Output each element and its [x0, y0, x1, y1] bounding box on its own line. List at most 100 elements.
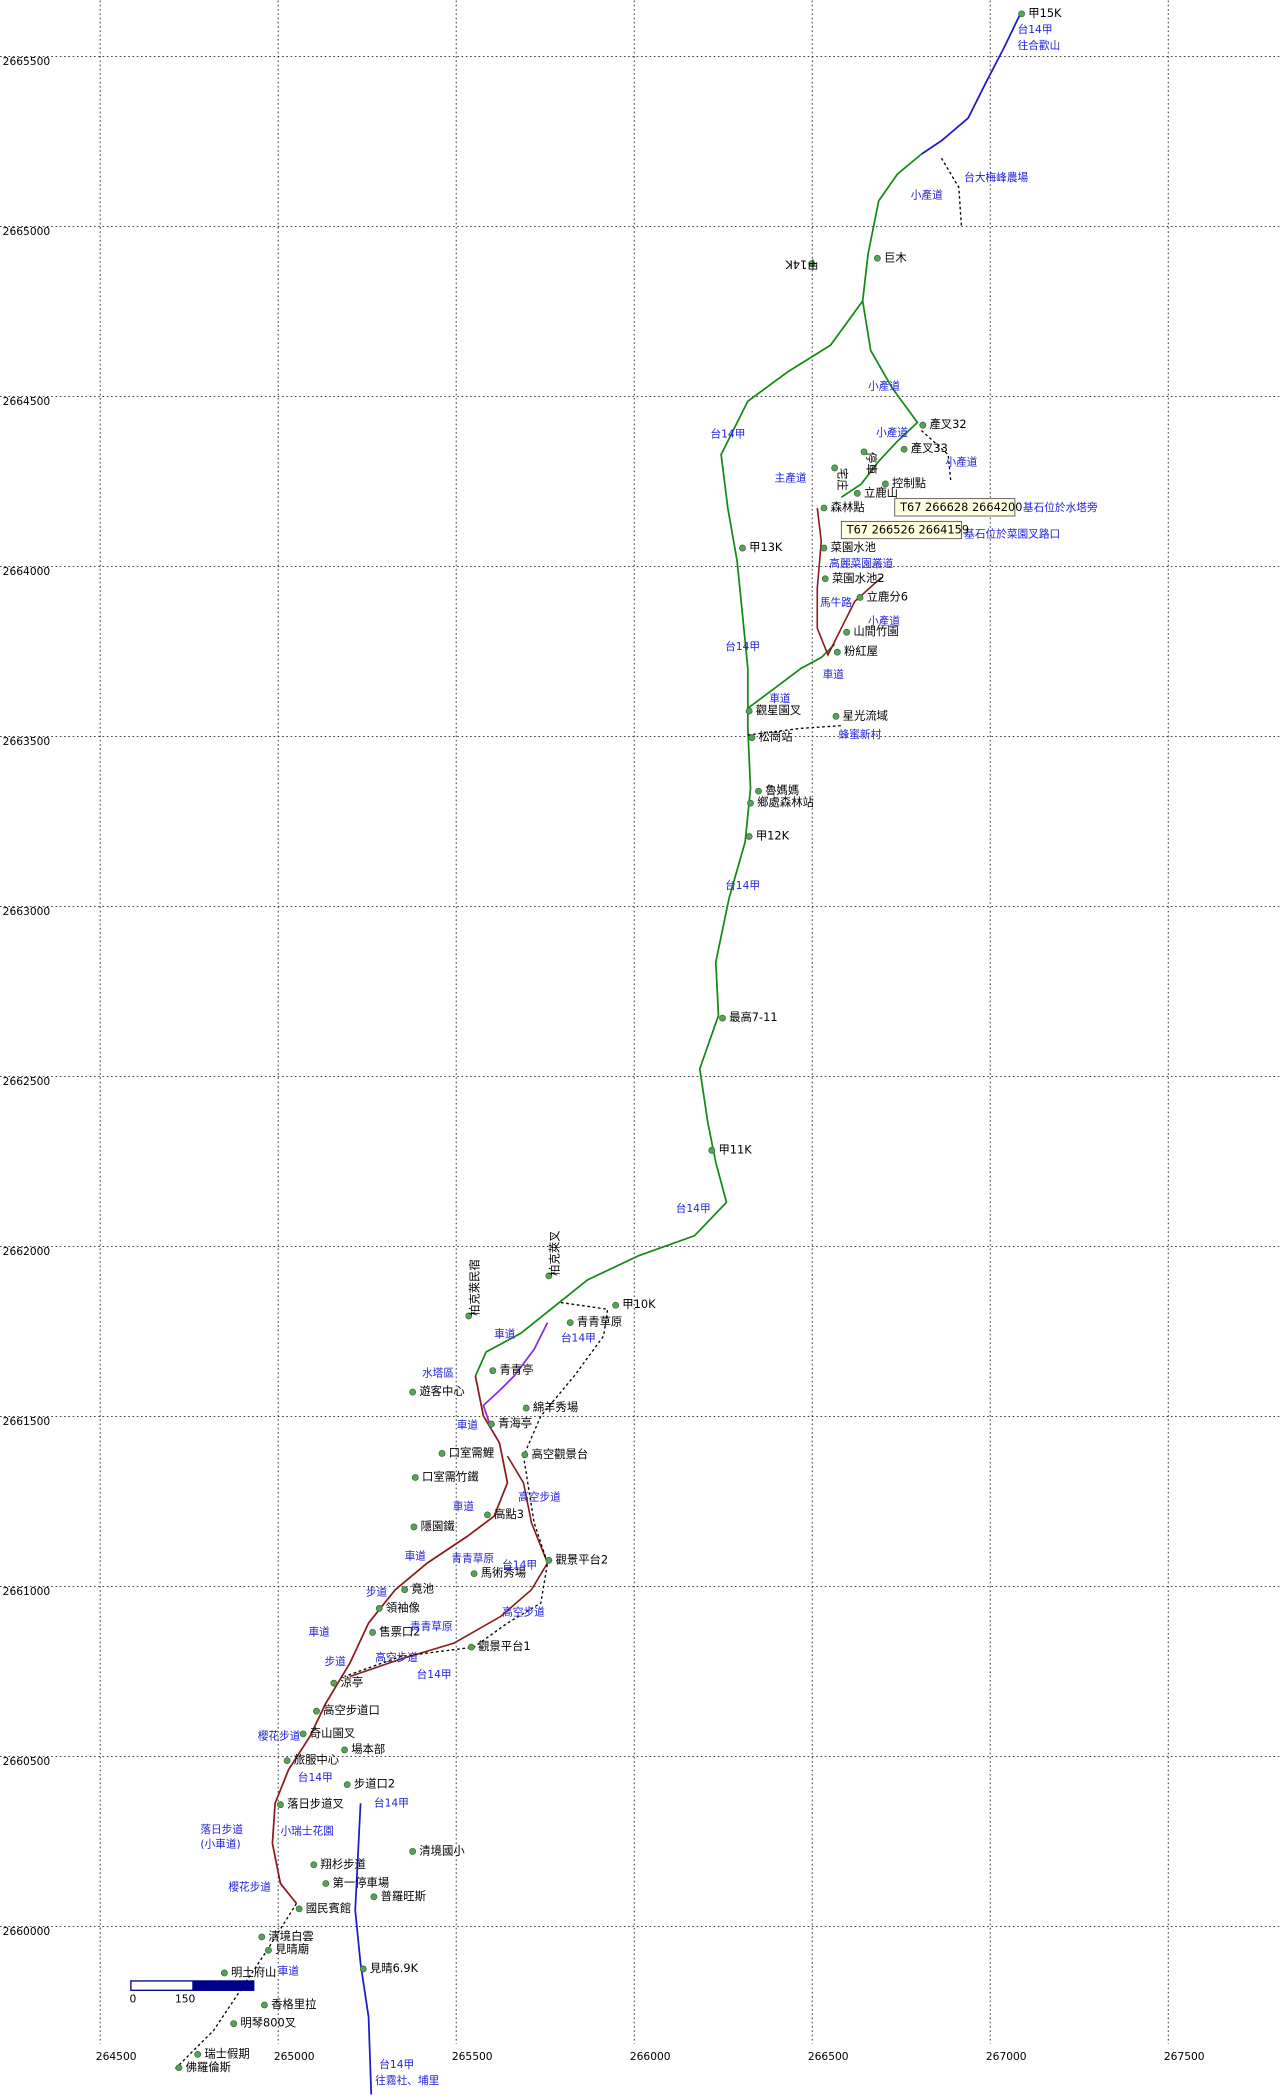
road-label: 台大梅峰農場	[964, 171, 1028, 184]
road-label: 台14甲	[374, 1796, 409, 1809]
place-dot	[194, 2050, 202, 2058]
place-label: 柏克萊民宿	[467, 1259, 481, 1316]
place-label: 清境白雲	[268, 1929, 313, 1943]
place-label: 場本部	[351, 1742, 385, 1756]
place-label: 普羅旺斯	[381, 1889, 426, 1903]
place-label: 控制點	[892, 476, 926, 490]
road-label: 車道	[457, 1418, 479, 1431]
place-dot	[401, 1586, 409, 1594]
place-label: 青海亭	[498, 1416, 532, 1430]
path-dotted	[920, 430, 952, 482]
road-label: 馬牛路	[820, 596, 852, 609]
place-label: 隱園鐵	[421, 1519, 455, 1533]
place-dot	[470, 1570, 478, 1578]
place-label: 觀景平台2	[556, 1552, 609, 1566]
place-label: 馬術秀場	[481, 1566, 526, 1580]
place-dot	[370, 1893, 378, 1901]
road-label: 台14甲	[1018, 23, 1053, 36]
place-label: 領袖像	[386, 1600, 420, 1614]
y-tick-label: 2660000	[3, 1925, 51, 1938]
road-label: 台14甲	[710, 428, 745, 441]
place-label: 星光流域	[843, 708, 888, 722]
scale-label: 150	[175, 1993, 196, 2006]
place-label: 巨木	[884, 250, 907, 264]
scale-bar-fill	[192, 1980, 254, 1991]
road-label: 青青草原	[451, 1552, 494, 1565]
place-dot	[739, 544, 746, 552]
y-tick-label: 2665500	[3, 55, 51, 68]
place-dot	[322, 1880, 330, 1887]
road-label: 小產道	[945, 456, 977, 469]
x-tick-label: 267500	[1164, 2050, 1205, 2063]
road-label: 台14甲	[561, 1332, 596, 1345]
place-label: 青青亭	[499, 1363, 533, 1377]
place-dot	[566, 1319, 574, 1327]
road-label: 台14甲	[379, 2058, 414, 2071]
place-label: 產叉33	[911, 441, 948, 455]
road-label: 車道	[494, 1328, 516, 1341]
road-label: 小產道	[911, 189, 943, 202]
road-label: 主產道	[775, 472, 807, 485]
road-label: 水塔區	[422, 1366, 454, 1379]
place-dot	[860, 448, 868, 456]
road-label: 小產道	[876, 426, 908, 439]
place-dot	[261, 2001, 268, 2009]
place-dot	[277, 1801, 284, 1809]
road-label: 車道	[769, 692, 791, 705]
place-label: 甲14K	[785, 258, 819, 272]
place-label: 甲12K	[756, 829, 790, 843]
road-label: 高空步道	[375, 1651, 418, 1664]
place-dot	[747, 799, 754, 807]
place-label: 高點3	[494, 1507, 524, 1521]
place-label: 魯媽媽	[765, 783, 799, 797]
place-dot	[831, 464, 839, 472]
x-tick-label: 266000	[630, 2050, 671, 2063]
place-dot	[489, 1367, 497, 1375]
place-dot	[833, 648, 841, 656]
y-tick-label: 2661000	[3, 1585, 51, 1598]
road-green	[840, 153, 922, 499]
place-label: 旅服中心	[294, 1753, 339, 1767]
place-dot	[411, 1474, 419, 1481]
place-dot	[375, 1604, 383, 1612]
place-dot	[258, 1933, 266, 1941]
place-label: 翔杉步道	[321, 1857, 366, 1871]
place-label: 森林點	[831, 500, 865, 514]
y-tick-label: 2665000	[3, 225, 51, 238]
place-dot	[612, 1301, 620, 1309]
x-tick-label: 266500	[808, 2050, 849, 2063]
road-green	[474, 300, 864, 1377]
place-dot	[745, 707, 753, 715]
road-blue	[354, 1803, 373, 2095]
place-label: 粉紅屋	[844, 644, 878, 658]
place-dot	[283, 1757, 291, 1765]
road-blue	[920, 10, 1023, 155]
road-label: 台14甲	[725, 879, 760, 892]
place-dot	[299, 1730, 307, 1738]
road-label: 台14甲	[725, 640, 760, 653]
trail-brown	[816, 507, 882, 657]
road-label: 蜂蜜新村	[839, 728, 882, 741]
place-label: 高空步道口	[323, 1703, 380, 1717]
road-label: 台14甲	[502, 1559, 537, 1572]
place-dot	[295, 1905, 303, 1913]
road-label: 步道	[325, 1655, 347, 1668]
place-dot	[438, 1450, 446, 1457]
place-dot	[748, 734, 756, 742]
place-label: 甲15K	[1028, 6, 1062, 20]
x-tick-label: 265500	[452, 2050, 493, 2063]
y-tick-label: 2662000	[3, 1245, 51, 1258]
x-tick-label: 264500	[96, 2050, 137, 2063]
road-label: 車道	[308, 1625, 330, 1638]
road-label: 小產道	[868, 615, 900, 628]
road-label: 車道	[405, 1549, 427, 1562]
place-dot	[409, 1848, 417, 1855]
place-label: 遊客中心	[419, 1384, 464, 1398]
place-dot	[900, 445, 908, 453]
road-label: 往霧社、埔里	[375, 2074, 439, 2087]
place-label: 觀景平台1	[478, 1639, 531, 1653]
place-dot	[409, 1388, 417, 1396]
place-label: 口室需鯉	[449, 1445, 494, 1459]
